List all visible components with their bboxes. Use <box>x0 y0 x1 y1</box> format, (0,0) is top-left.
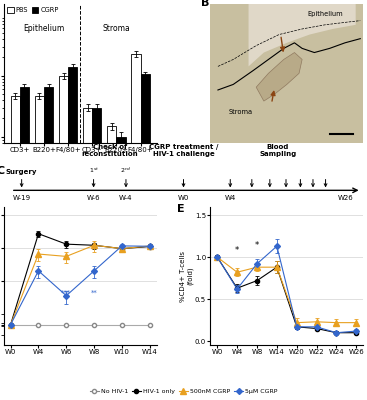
Bar <box>141 74 150 400</box>
Text: E: E <box>177 204 184 214</box>
Text: Epithelium: Epithelium <box>307 11 343 17</box>
Text: Surgery: Surgery <box>6 169 37 175</box>
Text: Check of
reconstitution: Check of reconstitution <box>81 144 138 157</box>
Y-axis label: %CD4+ T-cells
(fold): %CD4+ T-cells (fold) <box>180 250 193 302</box>
Text: *: * <box>235 246 239 256</box>
Bar <box>20 87 29 400</box>
Text: CGRP treatment /
HIV-1 challenge: CGRP treatment / HIV-1 challenge <box>149 144 218 157</box>
Text: *: * <box>255 241 259 250</box>
Bar <box>107 126 116 400</box>
Bar <box>116 137 126 400</box>
Text: Stroma: Stroma <box>102 24 130 33</box>
Text: 1$^{st}$: 1$^{st}$ <box>88 166 99 175</box>
Text: W-19: W-19 <box>12 195 31 201</box>
Text: **: ** <box>91 290 98 296</box>
Bar <box>83 108 92 400</box>
Bar <box>35 96 44 400</box>
Polygon shape <box>248 4 356 66</box>
Text: W-6: W-6 <box>87 195 101 201</box>
Text: Stroma: Stroma <box>229 109 253 115</box>
Bar <box>44 87 53 400</box>
Legend: PBS, CGRP: PBS, CGRP <box>7 7 59 13</box>
Text: B: B <box>201 0 210 8</box>
Bar <box>11 96 20 400</box>
Text: ***: *** <box>61 290 71 296</box>
Text: Epithelium: Epithelium <box>23 24 65 33</box>
Text: W-4: W-4 <box>119 195 133 201</box>
Bar <box>131 54 141 400</box>
Bar <box>59 76 68 400</box>
Bar <box>68 67 77 400</box>
Text: W0: W0 <box>178 195 189 201</box>
Text: W26: W26 <box>338 195 353 201</box>
Text: C: C <box>0 166 5 176</box>
Bar <box>92 108 101 400</box>
Legend: No HIV-1, HIV-1 only, 500nM CGRP, 5μM CGRP: No HIV-1, HIV-1 only, 500nM CGRP, 5μM CG… <box>87 386 280 397</box>
Text: W4: W4 <box>225 195 236 201</box>
Text: Blood
Sampling: Blood Sampling <box>259 144 297 157</box>
Polygon shape <box>256 52 302 101</box>
Text: 2$^{nd}$: 2$^{nd}$ <box>120 165 132 175</box>
